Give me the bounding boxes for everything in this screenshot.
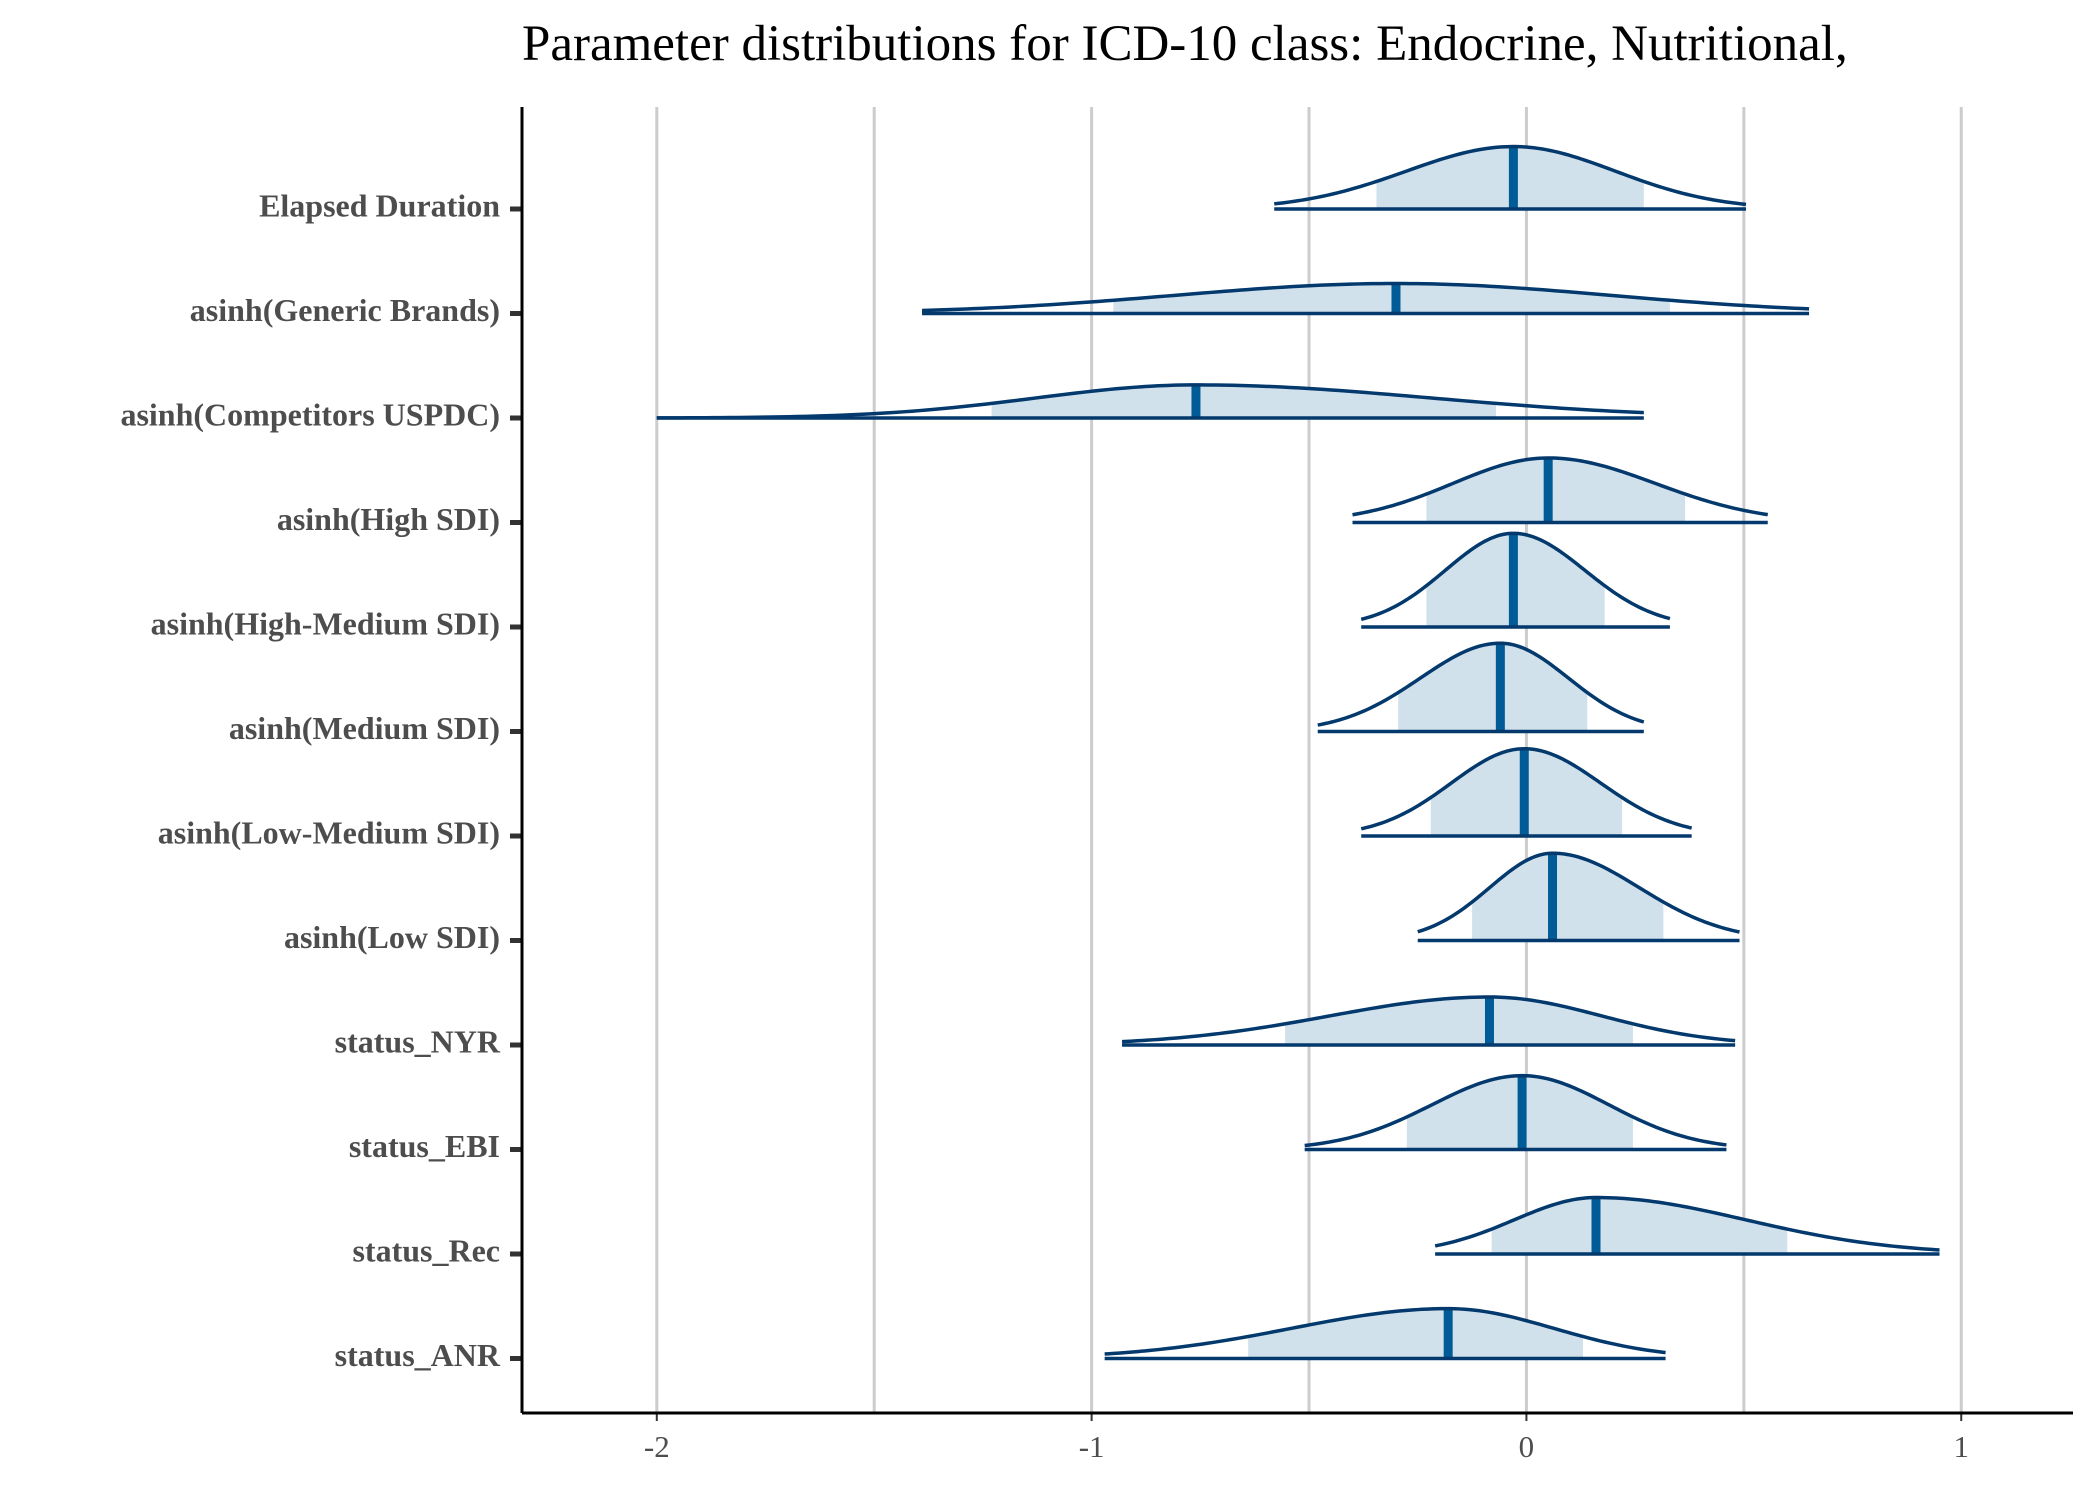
- inner-interval: [991, 384, 1496, 418]
- y-tick-label: Elapsed Duration: [259, 187, 500, 223]
- inner-interval: [1491, 1197, 1788, 1254]
- density-outline: [1360, 746, 1693, 831]
- y-tick-label: status_EBI: [349, 1128, 500, 1164]
- density-outline: [1417, 851, 1740, 934]
- y-tick-label: asinh(High-Medium SDI): [151, 605, 500, 641]
- y-tick-label: asinh(High SDI): [277, 501, 500, 537]
- density-outline: [1360, 531, 1671, 622]
- y-tick-label: status_ANR: [335, 1337, 501, 1373]
- chart-title: Parameter distributions for ICD-10 class…: [522, 16, 1848, 72]
- y-tick-label: status_NYR: [335, 1023, 501, 1059]
- x-tick-label: 1: [1954, 1429, 1970, 1464]
- inner-interval: [1398, 643, 1588, 732]
- density-outline: [1104, 1306, 1666, 1356]
- density-outline: [1121, 995, 1736, 1044]
- density-outline: [656, 383, 1644, 420]
- y-tick-label: asinh(Low-Medium SDI): [158, 814, 500, 850]
- inner-interval: [1426, 457, 1686, 523]
- y-tick-label: asinh(Generic Brands): [190, 292, 500, 328]
- x-tick-label: 0: [1519, 1429, 1535, 1464]
- y-tick-label: status_Rec: [352, 1232, 500, 1268]
- density-outline: [921, 281, 1810, 313]
- x-tick-label: -2: [644, 1429, 670, 1464]
- density-outline: [1352, 456, 1769, 517]
- y-tick-label: asinh(Low SDI): [284, 919, 500, 955]
- density-outline: [1304, 1073, 1727, 1148]
- y-tick-label: asinh(Medium SDI): [229, 710, 500, 746]
- inner-interval: [1472, 853, 1664, 941]
- y-tick-label: asinh(Competitors USPDC): [120, 396, 500, 432]
- density-outline: [1434, 1195, 1940, 1252]
- x-tick-label: -1: [1079, 1429, 1105, 1464]
- inner-interval: [1248, 1308, 1583, 1359]
- density-outline: [1274, 144, 1747, 207]
- inner-interval: [1285, 997, 1633, 1045]
- density-outline: [1317, 641, 1645, 727]
